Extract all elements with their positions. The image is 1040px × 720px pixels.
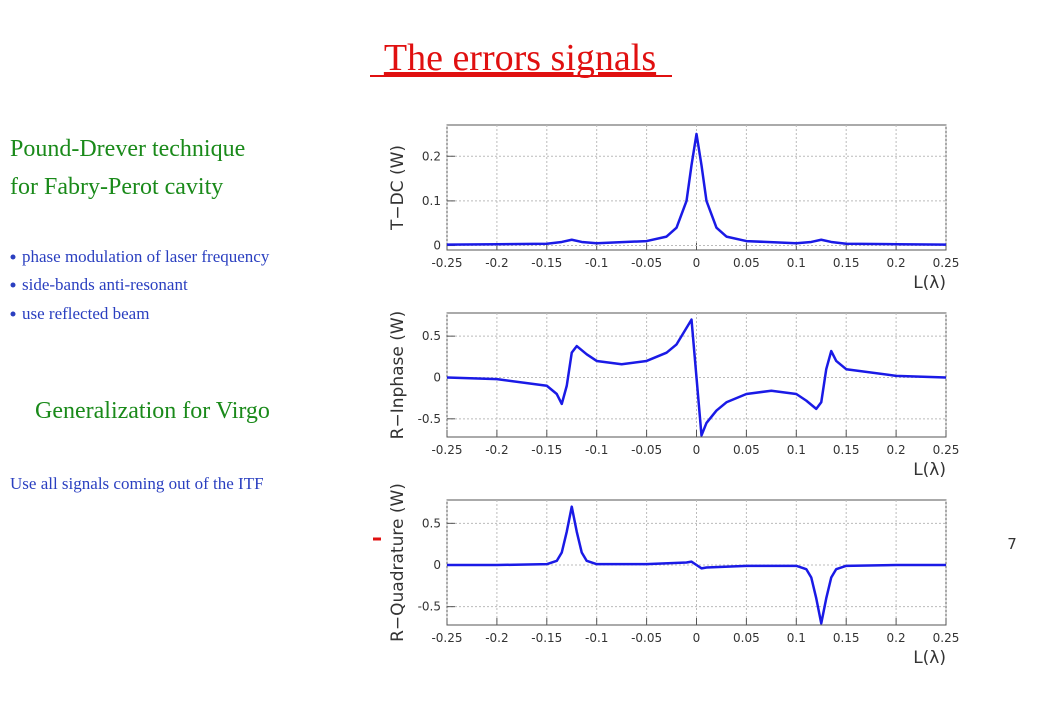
y-tick-label: 0.2: [422, 149, 441, 163]
x-tick-label: -0.1: [585, 631, 608, 645]
x-tick-label: 0.25: [933, 443, 960, 457]
x-tick-label: -0.2: [485, 631, 508, 645]
data-line: [447, 505, 946, 625]
x-tick-label: -0.1: [585, 256, 608, 270]
x-tick-label: -0.25: [431, 256, 462, 270]
slide-title: The errors signals: [384, 37, 656, 79]
x-tick-label: -0.05: [631, 256, 662, 270]
bullet-dot: [10, 311, 16, 317]
y-tick-label: -0.5: [418, 412, 441, 426]
x-tick-label: -0.15: [531, 256, 562, 270]
subheading: Generalization for Virgo: [35, 398, 270, 424]
x-tick-label: -0.05: [631, 631, 662, 645]
x-tick-label: -0.15: [531, 631, 562, 645]
x-tick-label: 0.05: [733, 443, 760, 457]
y-tick-label: 0.5: [422, 516, 441, 530]
x-tick-label: 0.2: [887, 631, 906, 645]
x-axis-label: L(λ): [913, 648, 946, 668]
x-tick-label: -0.2: [485, 443, 508, 457]
y-axis-label: R−Quadrature (W): [388, 483, 408, 642]
note: Use all signals coming out of the ITF: [10, 474, 264, 493]
x-tick-label: -0.2: [485, 256, 508, 270]
x-tick-label: 0.15: [833, 631, 860, 645]
y-tick-label: -0.5: [418, 600, 441, 614]
plot-frame: [446, 124, 947, 251]
x-tick-label: 0.1: [787, 443, 806, 457]
page-number: 7: [1007, 535, 1017, 553]
data-line: [446, 132, 947, 246]
x-tick-label: 0.25: [933, 631, 960, 645]
bullet-dot: [10, 254, 16, 260]
heading: Pound-Drever technique: [10, 136, 245, 162]
y-tick-label: 0.5: [422, 329, 441, 343]
x-tick-label: 0.15: [833, 256, 860, 270]
x-tick-label: 0.1: [787, 256, 806, 270]
x-tick-label: 0.05: [733, 631, 760, 645]
x-tick-label: -0.05: [631, 443, 662, 457]
y-tick-label: 0.1: [422, 194, 441, 208]
x-axis-label: L(λ): [913, 460, 946, 480]
x-tick-label: -0.25: [431, 631, 462, 645]
x-tick-label: 0.15: [833, 443, 860, 457]
x-tick-label: 0.25: [933, 256, 960, 270]
x-tick-label: 0.1: [787, 631, 806, 645]
x-axis-label: L(λ): [913, 273, 946, 293]
x-tick-label: 0.2: [887, 443, 906, 457]
x-tick-label: -0.25: [431, 443, 462, 457]
bullet: side-bands anti-resonant: [22, 275, 188, 294]
x-tick-label: -0.15: [531, 443, 562, 457]
bullet: use reflected beam: [22, 304, 149, 323]
y-tick-label: 0: [433, 239, 441, 253]
y-tick-label: 0: [433, 370, 441, 384]
chart: -0.25 -0.2 -0.15 -0.1 -0.05 0 0.05 0.1 0.15 0.2 0.…: [388, 311, 959, 480]
x-tick-label: 0: [693, 631, 701, 645]
y-axis-label: R−Inphase (W): [388, 311, 408, 440]
x-tick-label: 0: [693, 443, 701, 457]
y-axis-label: T−DC (W): [388, 145, 408, 231]
x-tick-label: -0.1: [585, 443, 608, 457]
x-tick-label: 0: [693, 256, 701, 270]
bullet: phase modulation of laser frequency: [22, 247, 270, 266]
data-line: [446, 318, 947, 437]
bullet-dot: [10, 282, 16, 288]
y-tick-label: 0: [433, 558, 441, 572]
x-tick-label: 0.05: [733, 256, 760, 270]
chart: -0.25 -0.2 -0.15 -0.1 -0.05 0 0.05 0.1 0.15 0.2 0.…: [388, 483, 959, 668]
heading: for Fabry-Perot cavity: [10, 174, 223, 200]
x-tick-label: 0.2: [887, 256, 906, 270]
chart: -0.25 -0.2 -0.15 -0.1 -0.05 0 0.05 0.1 0.15 0.2 0.…: [388, 124, 960, 293]
